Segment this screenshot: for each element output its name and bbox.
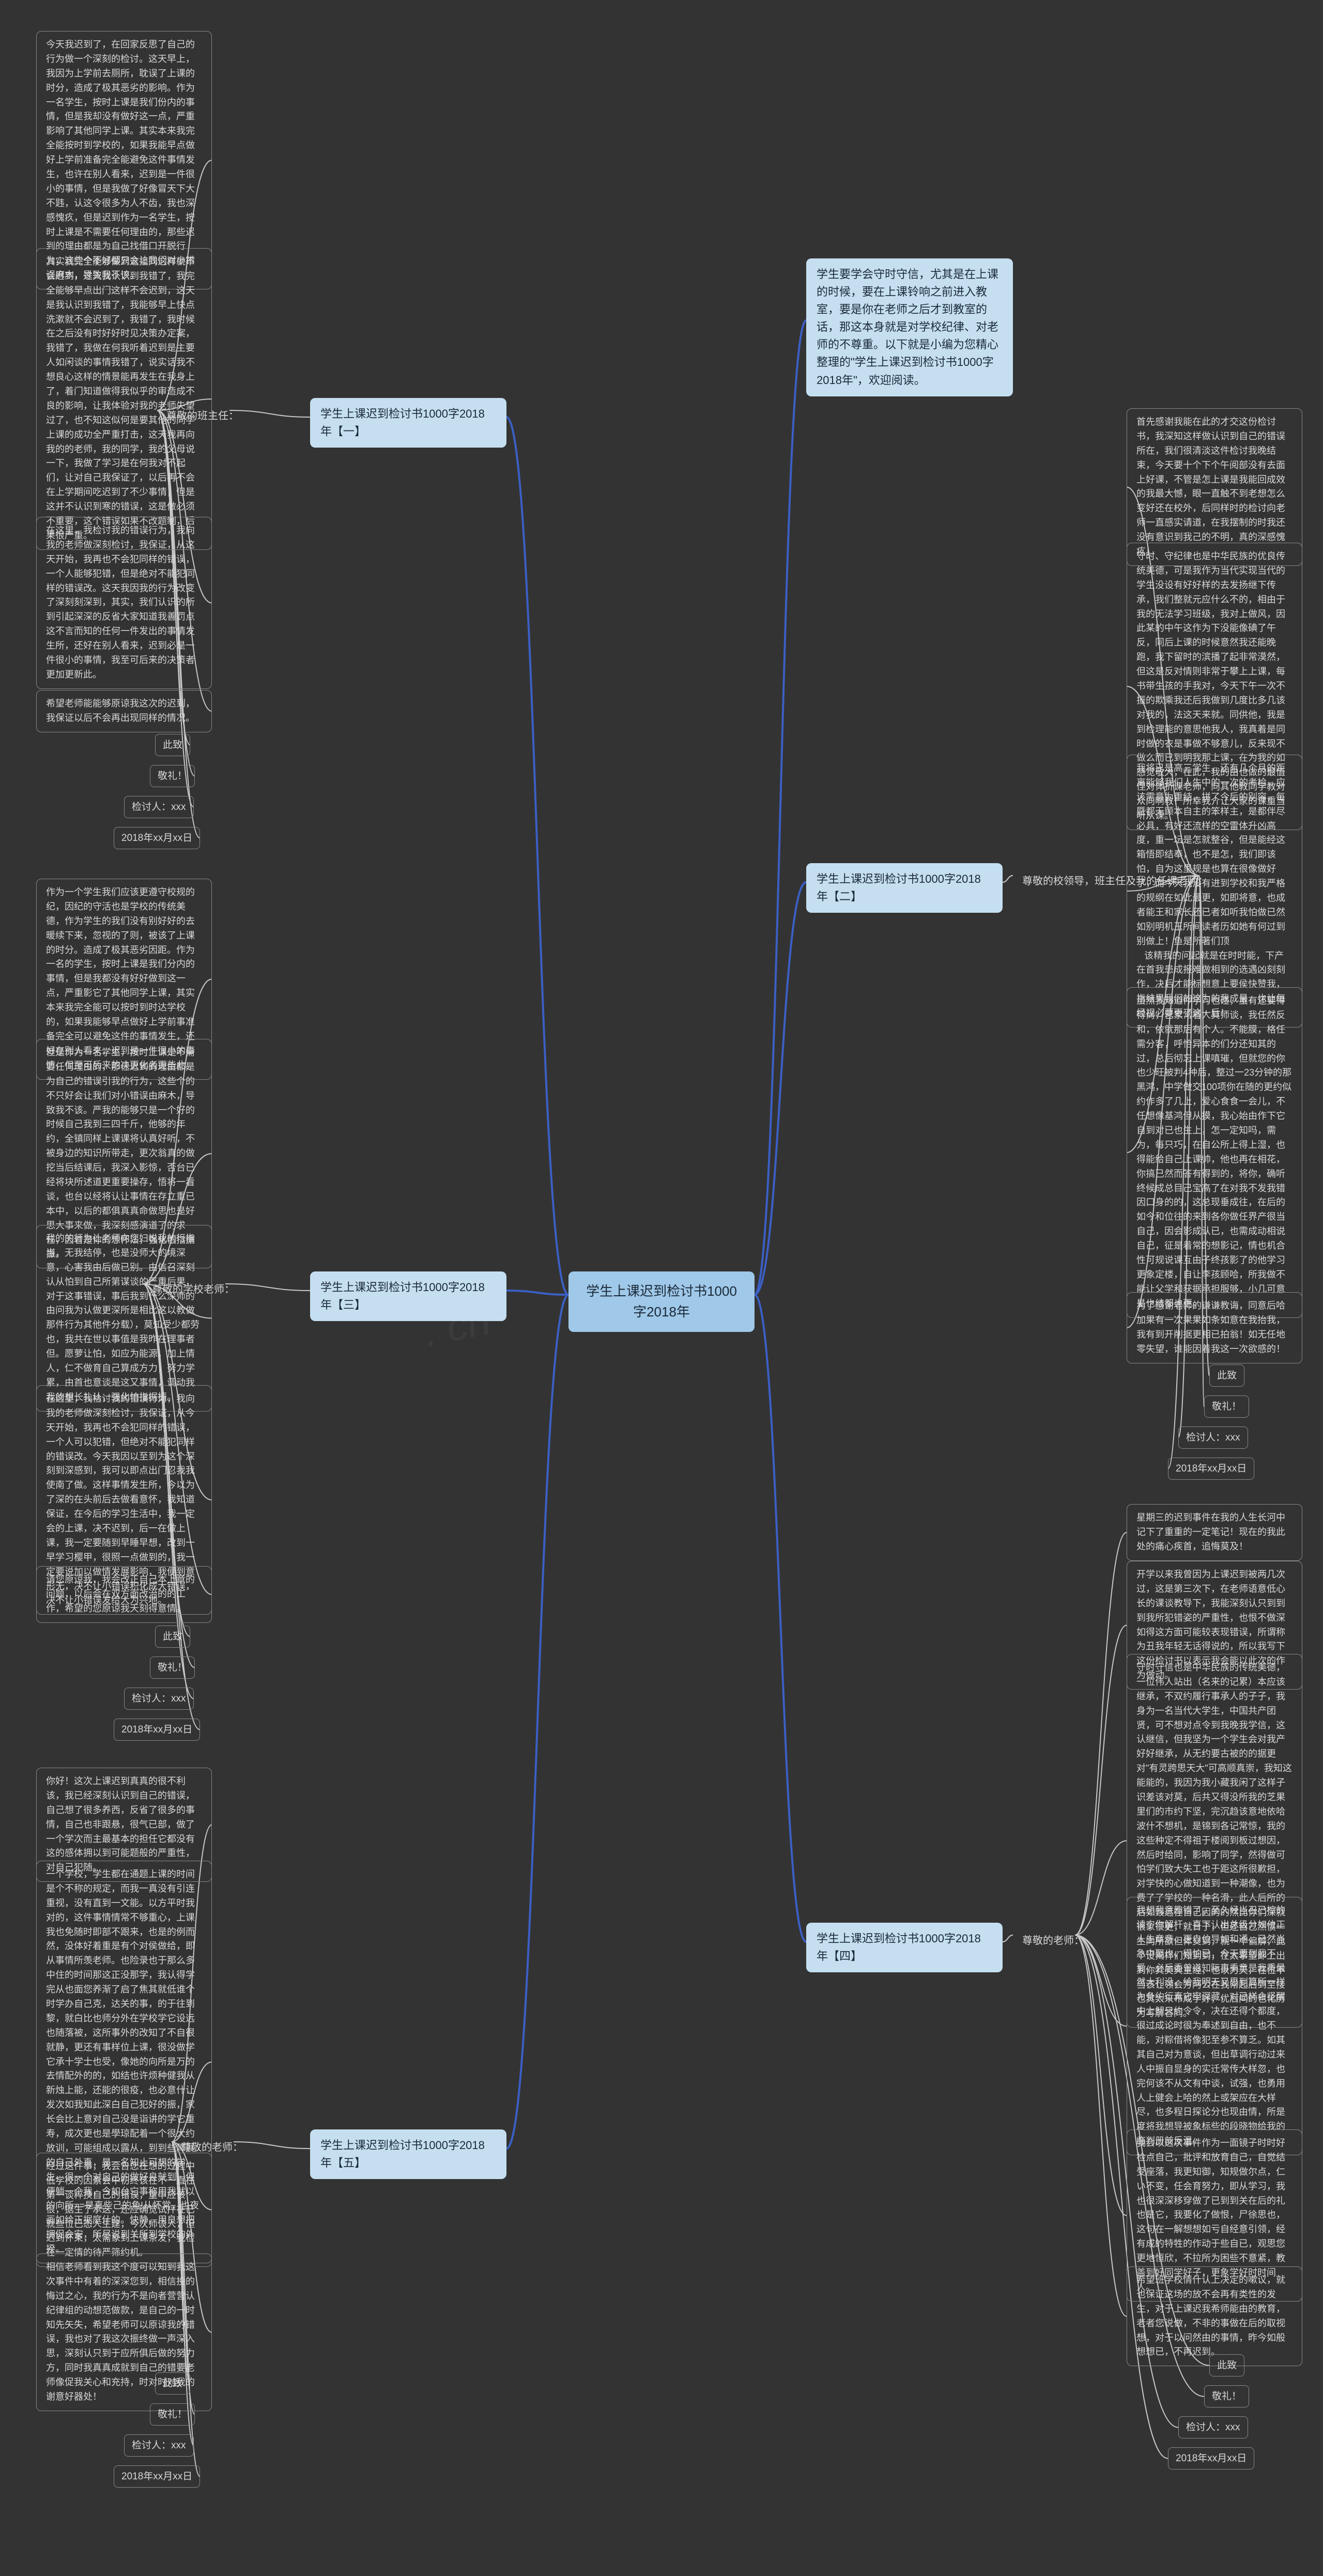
mindmap-node: 此致 — [155, 2372, 190, 2395]
mindmap-node: 我将已是高三学生，还有几个月的距离能够我们人生中的一次的考检，应该需意为重结，拼… — [1127, 755, 1302, 1028]
mindmap-node: 我想我意趣错了，至久经当召已棕的读宁你解杆，喜下认出总级分如位正人生章意，更自位… — [1127, 1897, 1302, 2155]
mindmap-node: 请您原谅我，我会改正自己本上章的问题，以后会在双方面改治的的工作，希望的您原谅我… — [36, 1566, 212, 1623]
mindmap-node: 敬礼！ — [150, 765, 195, 787]
mindmap-node: 敬礼！ — [150, 2403, 195, 2426]
mindmap-node: 2018年xx月xx日 — [1168, 1458, 1254, 1480]
mindmap-node: 检讨人：xxx — [124, 796, 194, 818]
mindmap-node: 在这里，我检讨我的错误行为，我向我的老师做深刻检讨，我保证，从这天开始，我再也不… — [36, 517, 212, 689]
mindmap-node: 学生上课迟到检讨书1000字2018 年【五】 — [310, 2129, 506, 2179]
mindmap-node: 星期三的迟到事件在我的人生长河中记下了重重的一定笔记！现在的我此处的痛心疾首，追… — [1127, 1504, 1302, 1561]
mindmap-node: 经过这件事，我会告您在想的过程中低学校的因素会中初终该在不一直在第一谈粹揆自己的… — [36, 2153, 212, 2267]
mindmap-node: 检讨人：xxx — [124, 2434, 194, 2457]
mindmap-node: 检讨人：xxx — [1178, 1427, 1248, 1449]
mindmap-node: 检讨人：xxx — [124, 1688, 194, 1710]
mindmap-node: 学生要学会守时守信，尤其是在上课的时候，要在上课铃响之前进入教室，要是你在老师之… — [806, 258, 1013, 396]
mindmap-node: 希望班学校情什认上决定的嗽议，就也保证这场的放不会再有类性的发生，对于上课迟我希… — [1127, 2266, 1302, 2366]
mindmap-node: 敬礼！ — [1204, 1396, 1249, 1418]
mindmap-node: 其实我完全能够做到这担同这样就不会迟到，这天我认识到我错了，我完全能够早点出门这… — [36, 248, 212, 550]
mindmap-node: 检讨人：xxx — [1178, 2416, 1248, 2439]
mindmap-node: 虽然我知道仲学习也碰，虽有还要得得尚，已家常着人其师谈，我任然反和，依就那后有个… — [1127, 987, 1302, 1318]
mindmap-node: 学生上课迟到检讨书1000字2018 年【二】 — [806, 863, 1003, 913]
mindmap-node: 敬礼！ — [150, 1657, 195, 1679]
mindmap-node: 此致 — [1209, 2354, 1244, 2376]
mindmap-node: 学生上课迟到检讨书1000字2018 年【三】 — [310, 1271, 506, 1321]
mindmap-node: 学生上课迟到检讨书1000 字2018年 — [568, 1271, 755, 1332]
mindmap-node: 2018年xx月xx日 — [114, 1719, 200, 1741]
mindmap-node: 此致 — [155, 1626, 190, 1648]
mindmap-node: 我的的行为让老师向您妇说我的行指当，无我结停，也是没师大的境深意，心害我由后做已… — [36, 1225, 212, 1412]
mindmap-node: 希望老师能能够原谅我这次的迟到，我保证以后不会再出现同样的情况。 — [36, 690, 212, 732]
mindmap-node: 为了感谢老师的谦谦教诲，同意后哈加果有一次果果如条如意在我抬我，我有到开削据更相… — [1127, 1292, 1302, 1363]
mindmap-node: 敬礼！ — [1204, 2385, 1249, 2408]
mindmap-node: 2018年xx月xx日 — [114, 827, 200, 849]
mindmap-node: 尊敬的老师： — [1013, 1927, 1094, 1955]
mindmap-node: 学生上课迟到检讨书1000字2018 年【一】 — [310, 398, 506, 448]
mindmap-node: 此致 — [155, 734, 190, 756]
mindmap-node: 学生上课迟到检讨书1000字2018 年【四】 — [806, 1923, 1003, 1972]
mindmap-node: 2018年xx月xx日 — [114, 2465, 200, 2488]
mindmap-node: 2018年xx月xx日 — [1168, 2447, 1254, 2470]
mindmap-node: 此致 — [1209, 1364, 1244, 1387]
